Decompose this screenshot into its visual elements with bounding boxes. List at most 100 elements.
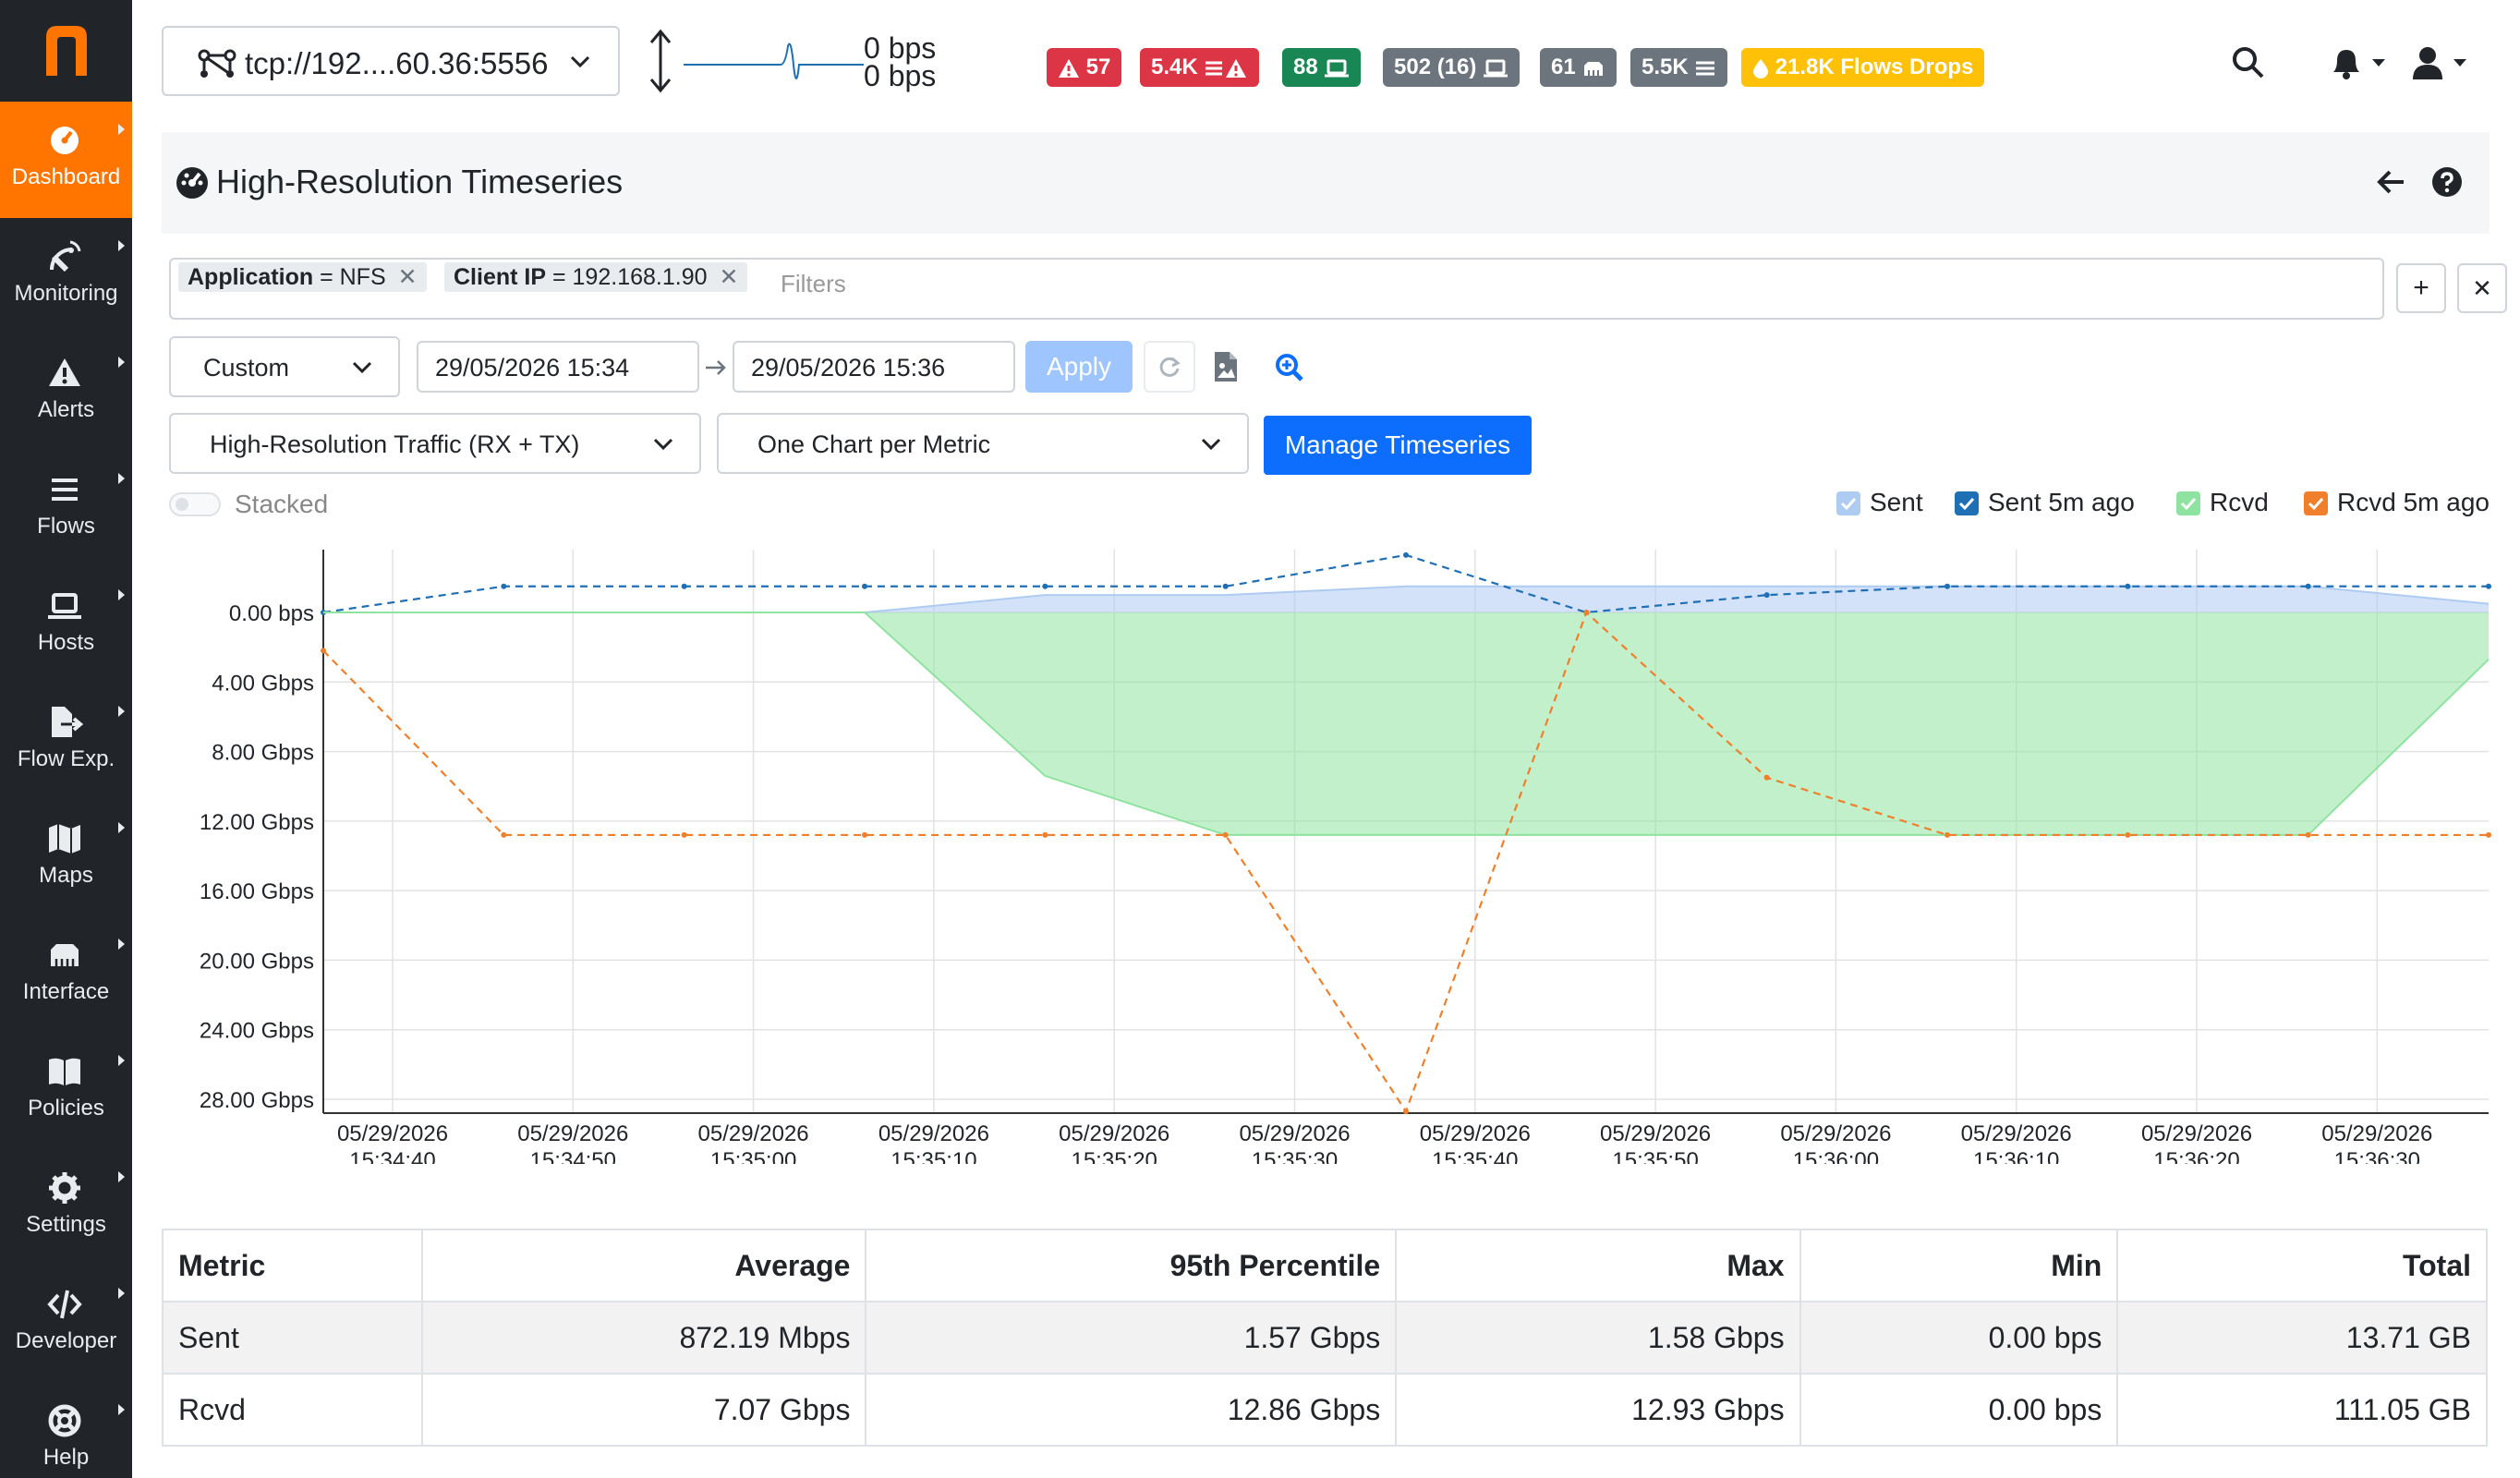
filters-input[interactable]: Filters: [781, 270, 846, 297]
data-point-sent-5m-ago: [2305, 583, 2311, 589]
table-row: Sent 872.19 Mbps 1.57 Gbps 1.58 Gbps 0.00 bp…: [161, 1301, 2488, 1375]
legend-item-rcvd[interactable]: Rcvd: [2176, 488, 2269, 517]
sidebar-item-dashboard[interactable]: Dashboard: [0, 102, 132, 218]
chevron-down-icon: [1201, 438, 1221, 451]
data-point-rcvd-5m-ago: [1222, 831, 1229, 838]
column-header[interactable]: Max: [1395, 1229, 1801, 1302]
caret-right-icon: [118, 939, 125, 950]
bars-icon: [52, 479, 78, 501]
sidebar-item-alerts[interactable]: Alerts: [0, 334, 132, 451]
column-header[interactable]: Min: [1799, 1229, 2119, 1302]
chip-remove-icon[interactable]: ✕: [397, 264, 418, 290]
x-tick-label: 05/29/2026: [2321, 1121, 2432, 1146]
column-header[interactable]: Total: [2116, 1229, 2488, 1302]
x-tick-label: 05/29/2026: [698, 1121, 809, 1146]
time-range-select[interactable]: Custom: [169, 336, 400, 397]
filter-chip-client-ip[interactable]: Client IP = 192.168.1.90 ✕: [444, 262, 748, 292]
legend-item-sent-5m-ago[interactable]: Sent 5m ago: [1955, 488, 2135, 517]
chip-value: NFS: [339, 264, 386, 290]
status-badge[interactable]: 88: [1282, 48, 1362, 87]
filter-chip-application[interactable]: Application = NFS ✕: [178, 262, 427, 292]
export-image-icon[interactable]: [1212, 350, 1240, 383]
status-badge[interactable]: 57: [1047, 48, 1122, 87]
sidebar-item-label: Policies: [28, 1096, 104, 1121]
y-tick-label: 20.00 Gbps: [200, 949, 314, 974]
sidebar-item-label: Flows: [37, 514, 95, 539]
back-arrow-icon[interactable]: [2376, 168, 2407, 196]
stacked-toggle[interactable]: [169, 492, 221, 516]
sidebar-item-label: Interface: [22, 979, 110, 1004]
sidebar-item-flow-exp[interactable]: Flow Exp.: [0, 684, 132, 800]
data-point-sent-5m-ago: [501, 583, 507, 589]
column-header[interactable]: Average: [421, 1229, 867, 1302]
data-point-rcvd-5m-ago: [2305, 831, 2311, 838]
sidebar-item-label: Alerts: [37, 397, 95, 422]
status-badge[interactable]: 61: [1540, 48, 1617, 87]
book-icon: [49, 1058, 80, 1085]
sidebar-item-settings[interactable]: Settings: [0, 1149, 132, 1266]
chip-key: Application: [188, 264, 314, 290]
apply-button[interactable]: Apply: [1025, 341, 1133, 393]
legend-item-sent[interactable]: Sent: [1836, 488, 1923, 517]
zoom-in-icon[interactable]: [1275, 353, 1304, 382]
date-to-input[interactable]: 29/05/2026 15:36: [733, 341, 1015, 393]
data-point-rcvd-5m-ago: [1763, 774, 1770, 781]
y-tick-label: 8.00 Gbps: [212, 741, 314, 766]
sidebar-item-policies[interactable]: Policies: [0, 1033, 132, 1149]
date-from-input[interactable]: 29/05/2026 15:34: [417, 341, 699, 393]
interface-name: tcp://192....60.36:5556: [245, 46, 549, 80]
legend-checkbox[interactable]: [2304, 491, 2328, 515]
data-point-rcvd-5m-ago: [862, 831, 867, 838]
sidebar-item-maps[interactable]: Maps: [0, 800, 132, 916]
sidebar-item-flows[interactable]: Flows: [0, 451, 132, 567]
manage-timeseries-button[interactable]: Manage Timeseries: [1264, 416, 1532, 475]
data-point-sent-5m-ago: [862, 583, 867, 589]
ntopng-logo[interactable]: [0, 0, 132, 102]
search-icon[interactable]: [2230, 44, 2267, 81]
laptop-icon: [1483, 55, 1508, 79]
interface-select[interactable]: tcp://192....60.36:5556: [162, 26, 620, 96]
drop-icon: [1752, 55, 1769, 79]
sidebar-item-label: Hosts: [37, 630, 95, 655]
x-tick-label: 15:34:40: [349, 1148, 435, 1164]
status-badge[interactable]: 21.8K Flows Drops: [1741, 48, 1985, 87]
user-menu-icon[interactable]: [2409, 44, 2468, 81]
layout-select[interactable]: One Chart per Metric: [717, 413, 1249, 474]
timeseries-select[interactable]: High-Resolution Traffic (RX + TX): [169, 413, 701, 474]
sidebar-item-help[interactable]: Help: [0, 1382, 132, 1478]
legend-item-rcvd-5m-ago[interactable]: Rcvd 5m ago: [2304, 488, 2490, 517]
sidebar-item-label: Monitoring: [14, 281, 118, 306]
sidebar-item-label: Settings: [26, 1212, 106, 1237]
status-badge[interactable]: 5.5K: [1630, 48, 1728, 87]
refresh-button[interactable]: [1144, 341, 1195, 393]
table-cell: 13.71 GB: [2116, 1301, 2488, 1375]
status-badge[interactable]: 502 (16): [1383, 48, 1520, 87]
legend-checkbox[interactable]: [1836, 491, 1860, 515]
stats-table: Metric Average 95th Percentile Max Min Total …: [161, 1229, 2488, 1447]
legend-checkbox[interactable]: [2176, 491, 2200, 515]
legend-checkbox[interactable]: [1955, 491, 1979, 515]
timeseries-chart[interactable]: 0.00 bps 4.00 Gbps 8.00 Gbps 12.00 Gbps 16.0…: [0, 517, 2520, 1164]
sidebar-item-monitoring[interactable]: Monitoring: [0, 218, 132, 334]
traffic-up-value: 0 bps: [864, 31, 937, 65]
notifications-bell-icon[interactable]: [2328, 44, 2387, 81]
column-header[interactable]: 95th Percentile: [865, 1229, 1398, 1302]
network-icon: [198, 49, 236, 78]
x-tick-label: 15:35:10: [890, 1148, 976, 1164]
table-row: Rcvd 7.07 Gbps 12.86 Gbps 12.93 Gbps 0.00 bp…: [161, 1373, 2488, 1447]
column-header[interactable]: Metric: [161, 1229, 424, 1302]
data-point-sent-5m-ago: [1222, 583, 1229, 589]
ethernet-icon: [1581, 55, 1605, 79]
caret-right-icon: [118, 1055, 125, 1066]
status-badge[interactable]: 5.4K: [1140, 48, 1260, 87]
bars-warning-icon: [1204, 55, 1248, 79]
chip-remove-icon[interactable]: ✕: [719, 264, 739, 290]
clear-filters-button[interactable]: ✕: [2457, 263, 2507, 313]
caret-right-icon: [118, 124, 125, 135]
sidebar-item-developer[interactable]: Developer: [0, 1266, 132, 1382]
sidebar-item-hosts[interactable]: Hosts: [0, 567, 132, 684]
add-filter-button[interactable]: +: [2396, 263, 2446, 313]
sidebar-item-interface[interactable]: Interface: [0, 916, 132, 1033]
y-tick-label: 24.00 Gbps: [200, 1019, 314, 1044]
help-icon[interactable]: [2431, 166, 2463, 198]
